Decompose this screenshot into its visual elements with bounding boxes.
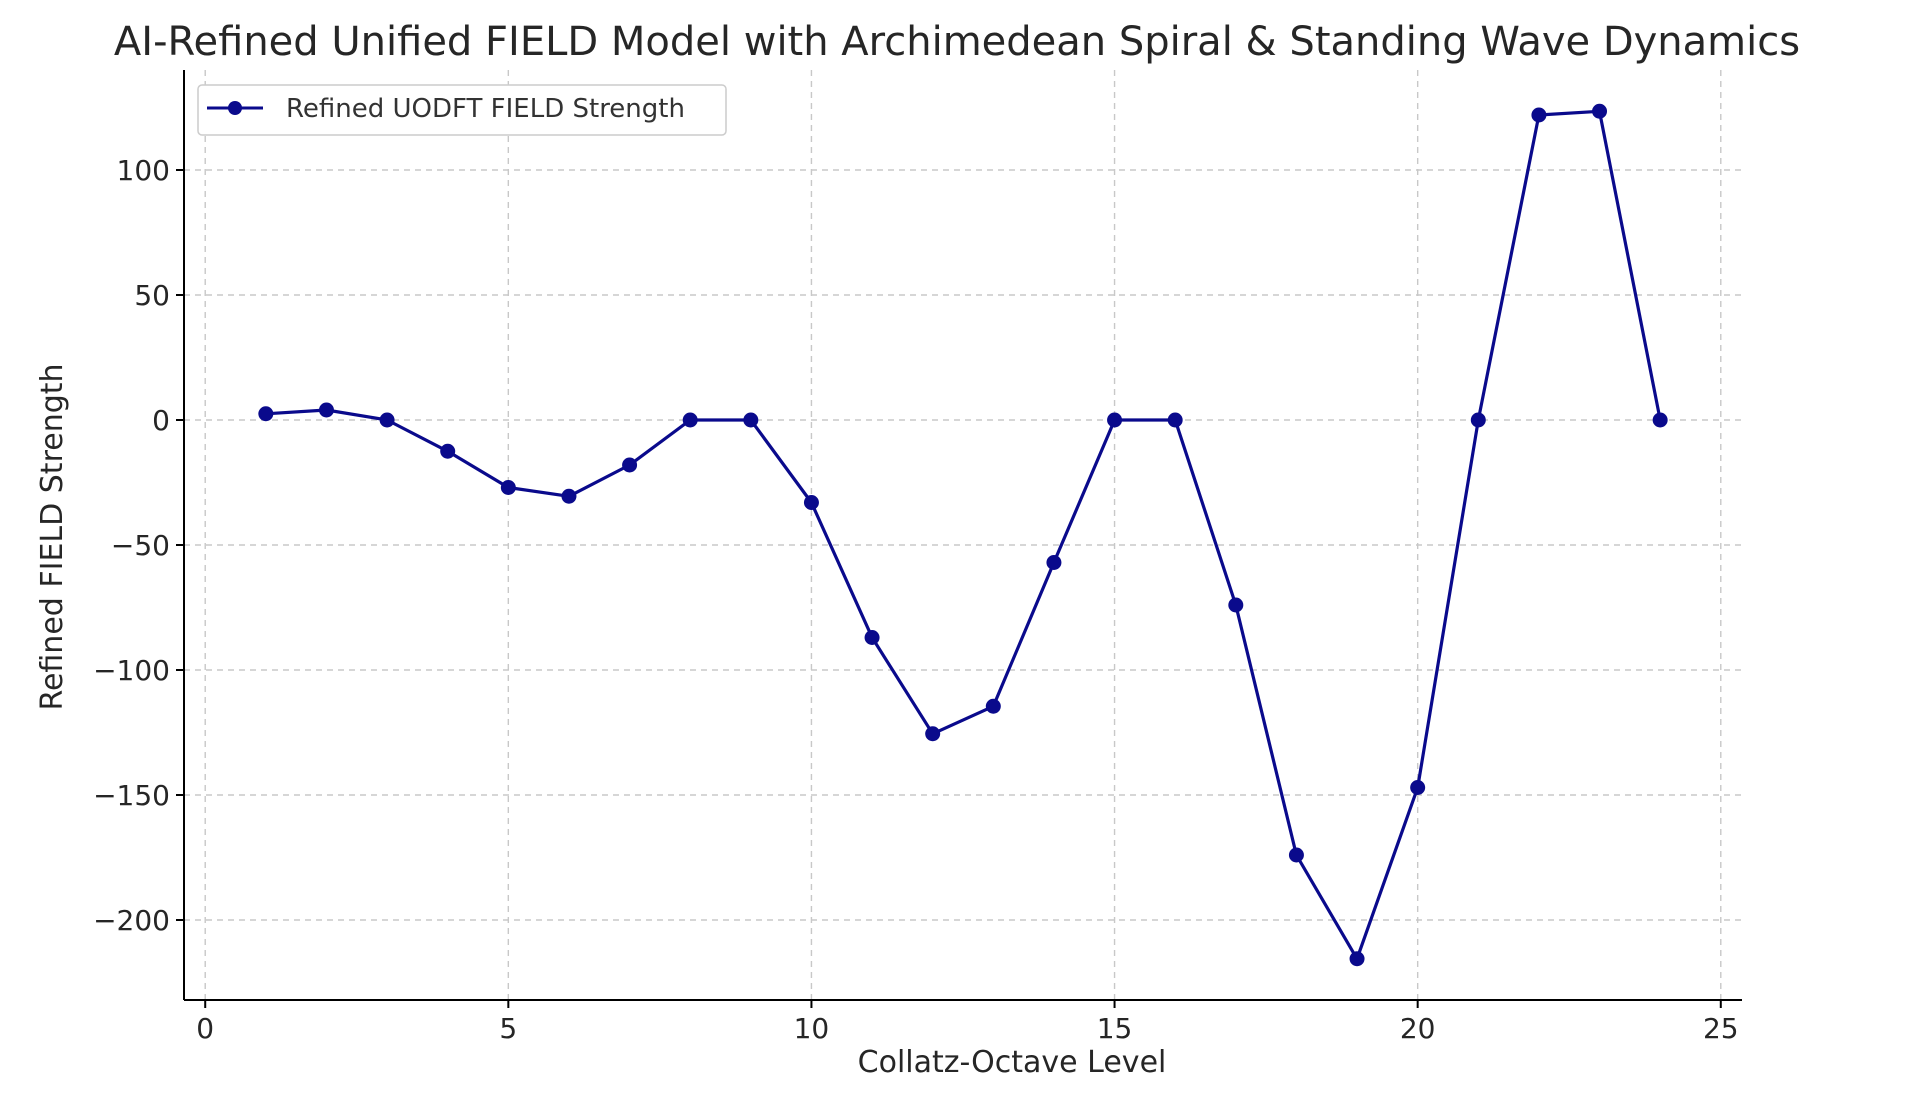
y-tick-label: 0 — [152, 404, 170, 437]
x-tick-label: 20 — [1400, 1012, 1436, 1045]
y-tick-label: 50 — [134, 279, 170, 312]
data-point — [318, 402, 334, 418]
data-point — [622, 457, 638, 473]
y-tick-label: −50 — [111, 529, 170, 562]
data-point — [803, 495, 819, 510]
data-point — [1167, 412, 1183, 428]
x-tick-label: 15 — [1097, 1012, 1133, 1045]
data-point — [561, 488, 577, 504]
legend: Refined UODFT FIELD Strength — [197, 84, 727, 136]
data-point — [864, 630, 880, 645]
data-point — [1592, 103, 1608, 119]
data-point — [1228, 597, 1244, 613]
y-axis-ticks: −200 −150 −100 −50 0 50 100 — [93, 154, 184, 937]
y-tick-label: −100 — [93, 654, 170, 687]
data-point — [1046, 555, 1062, 570]
x-tick-label: 0 — [196, 1012, 214, 1045]
data-point — [440, 443, 456, 459]
data-point — [1652, 412, 1668, 428]
data-point — [985, 698, 1001, 714]
data-point — [743, 412, 759, 428]
data-point — [925, 726, 941, 742]
series-line — [265, 109, 1662, 961]
data-point — [500, 480, 516, 495]
y-tick-label: −200 — [93, 904, 170, 937]
grid-lines — [184, 70, 1742, 1000]
y-tick-label: −150 — [93, 779, 170, 812]
series-layer — [258, 103, 1668, 967]
data-point — [379, 412, 395, 428]
data-point — [1349, 951, 1365, 967]
x-tick-label: 10 — [794, 1012, 830, 1045]
axes-spines — [183, 70, 1742, 1001]
chart-title: AI-Refined Unified FIELD Model with Arch… — [114, 19, 1800, 65]
data-point — [1470, 412, 1486, 428]
y-tick-label: 100 — [117, 154, 170, 187]
data-point — [258, 406, 274, 422]
x-axis-ticks: 0 5 10 15 20 25 — [196, 1000, 1739, 1045]
x-tick-label: 5 — [499, 1012, 517, 1045]
data-point — [682, 412, 698, 428]
data-point — [1410, 780, 1426, 795]
data-point — [1107, 412, 1123, 428]
x-axis-label: Collatz-Octave Level — [858, 1045, 1167, 1080]
x-tick-label: 25 — [1703, 1012, 1739, 1045]
legend-box — [197, 84, 727, 136]
data-point — [1531, 107, 1547, 123]
data-point — [1288, 847, 1304, 863]
legend-label: Refined UODFT FIELD Strength — [286, 94, 685, 124]
legend-marker-swatch — [228, 101, 242, 115]
y-axis-label: Refined FIELD Strength — [35, 363, 70, 710]
